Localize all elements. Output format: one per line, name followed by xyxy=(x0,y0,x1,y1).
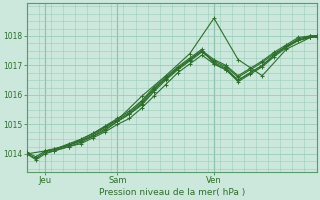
X-axis label: Pression niveau de la mer( hPa ): Pression niveau de la mer( hPa ) xyxy=(99,188,245,197)
